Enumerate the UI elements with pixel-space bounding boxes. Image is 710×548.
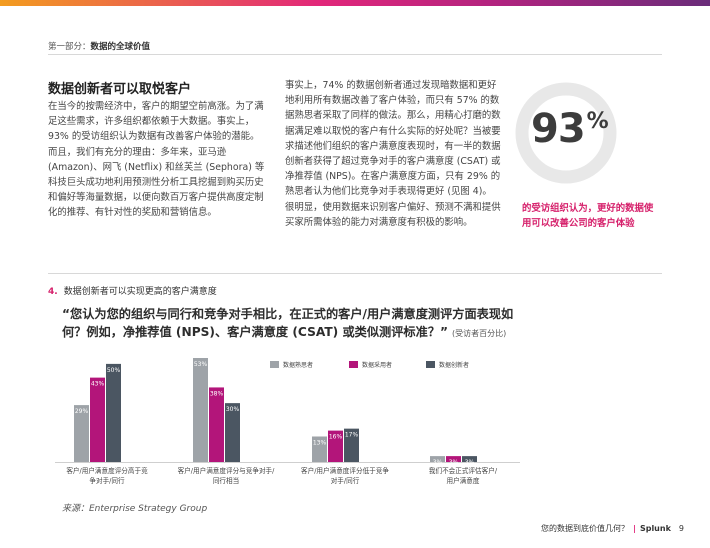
category-label-3-line-0: 我们不会正式评估客户/ — [429, 466, 498, 475]
legend-swatch-0 — [270, 360, 279, 368]
legend-label-2: 数据创新者 — [439, 361, 470, 369]
category-label-0-line-0: 客户/用户满意度评分高于竞 — [66, 466, 148, 475]
bar-1-0 — [193, 358, 208, 462]
footer-brand: Splunk — [639, 524, 671, 533]
stat-value: 93 — [531, 106, 586, 152]
legend-label-0: 数据熟思者 — [283, 361, 314, 369]
bar-3-0 — [430, 456, 445, 462]
stat-donut-ring — [515, 82, 617, 184]
bar-label-1-2: 30% — [226, 406, 240, 413]
article-column-1: 在当今的按需经济中，客户的期望空前高涨。为了满足这些需求，许多组织都依赖于大数据… — [48, 101, 265, 219]
section-title: 数据的全球价值 — [90, 42, 151, 52]
bar-label-2-0: 13% — [313, 439, 327, 446]
bar-label-2-2: 17% — [345, 432, 359, 439]
legend-swatch-2 — [426, 360, 435, 368]
category-label-3-line-1: 用户满意度 — [447, 476, 480, 485]
article-title: 数据创新者可以取悦客户 — [48, 82, 192, 97]
category-label-2-line-0: 客户/用户满意度评分低于竞争 — [301, 466, 389, 475]
category-label-0-line-1: 争对手/同行 — [89, 476, 125, 485]
bar-label-1-1: 38% — [210, 390, 224, 397]
bar-label-0-2: 50% — [107, 367, 121, 374]
page-footer: 您的数据到底价值几何？ | Splunk 9 — [541, 523, 684, 534]
bar-3-2 — [462, 456, 477, 462]
brand-gradient-bar — [0, 0, 710, 6]
stat-unit: % — [586, 109, 609, 134]
header-divider — [48, 54, 662, 55]
bar-1-1 — [209, 387, 224, 462]
bar-2-2 — [344, 428, 359, 462]
bar-label-0-1: 43% — [91, 381, 105, 388]
figure-divider — [48, 273, 662, 274]
legend-item-0: 数据熟思者 — [270, 359, 313, 369]
category-label-1-line-1: 同行相当 — [213, 476, 239, 485]
article-column-2: 事实上，74% 的数据创新者通过发现暗数据和更好地利用所有数据改善了客户体验，而… — [285, 80, 501, 228]
section-label: 第一部分： — [48, 42, 91, 52]
bar-label-3-1: 3% — [449, 459, 459, 466]
footer-separator: | — [633, 524, 636, 533]
survey-question: “您认为您的组织与同行和竞争对手相比，在正式的客户/用户满意度测评方面表现如何？… — [62, 305, 532, 343]
legend-item-2: 数据创新者 — [426, 359, 469, 369]
legend-swatch-1 — [349, 360, 358, 368]
page-number: 9 — [678, 524, 684, 533]
figure-number: 4. — [48, 287, 58, 297]
stat-percent: 93% — [531, 106, 609, 152]
category-label-2-line-1: 对手/同行 — [331, 476, 360, 485]
stat-caption: 的受访组织认为，更好的数据使用可以改善公司的客户体验 — [522, 203, 654, 229]
bar-2-0 — [312, 436, 327, 462]
bar-label-3-0: 3% — [433, 459, 443, 466]
section-header: 第一部分：数据的全球价值 — [48, 40, 150, 52]
legend-item-1: 数据采用者 — [349, 359, 392, 369]
bar-2-1 — [328, 430, 343, 462]
bar-label-0-0: 29% — [75, 408, 89, 415]
bar-1-2 — [225, 403, 240, 462]
category-label-1-line-0: 客户/用户满意度评分与竞争对手/ — [178, 466, 276, 475]
bar-3-1 — [446, 456, 461, 462]
survey-question-text: “您认为您的组织与同行和竞争对手相比，在正式的客户/用户满意度测评方面表现如何？… — [62, 307, 514, 339]
bar-label-1-0: 53% — [194, 361, 208, 368]
legend-label-1: 数据采用者 — [362, 361, 393, 369]
bar-0-2 — [106, 363, 121, 462]
figure-title: 4. 数据创新者可以实现更高的客户满意度 — [48, 284, 217, 297]
bar-label-2-1: 16% — [329, 434, 343, 441]
bar-0-0 — [74, 405, 89, 462]
survey-question-note: (受访者百分比) — [452, 329, 507, 338]
bar-label-3-2: 3% — [465, 459, 475, 466]
bar-0-1 — [90, 377, 105, 462]
figure-source: 来源：Enterprise Strategy Group — [62, 504, 208, 514]
footer-question: 您的数据到底价值几何？ — [541, 524, 630, 533]
figure-title-text: 数据创新者可以实现更高的客户满意度 — [63, 287, 217, 297]
